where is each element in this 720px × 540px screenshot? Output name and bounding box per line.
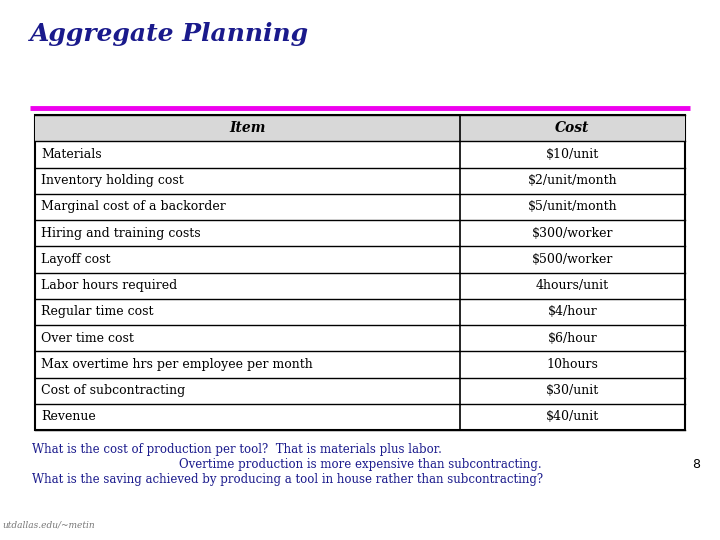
Text: Cost of subcontracting: Cost of subcontracting: [41, 384, 185, 397]
Text: Aggregate Planning: Aggregate Planning: [30, 22, 309, 46]
Text: Regular time cost: Regular time cost: [41, 306, 153, 319]
Text: Marginal cost of a backorder: Marginal cost of a backorder: [41, 200, 226, 213]
Text: $300/worker: $300/worker: [532, 227, 613, 240]
Text: 8: 8: [692, 458, 700, 471]
Text: What is the saving achieved by producing a tool in house rather than subcontract: What is the saving achieved by producing…: [32, 473, 543, 486]
Text: Item: Item: [229, 121, 266, 135]
Text: $5/unit/month: $5/unit/month: [528, 200, 617, 213]
Text: Overtime production is more expensive than subcontracting.: Overtime production is more expensive th…: [179, 458, 541, 471]
Text: Inventory holding cost: Inventory holding cost: [41, 174, 184, 187]
Text: Cost: Cost: [555, 121, 590, 135]
Text: $2/unit/month: $2/unit/month: [528, 174, 617, 187]
Text: $500/worker: $500/worker: [532, 253, 613, 266]
Text: utdallas.edu/~metin: utdallas.edu/~metin: [2, 521, 94, 530]
Text: Materials: Materials: [41, 148, 102, 161]
Text: What is the cost of production per tool?  That is materials plus labor.: What is the cost of production per tool?…: [32, 443, 442, 456]
Text: Layoff cost: Layoff cost: [41, 253, 110, 266]
Text: Over time cost: Over time cost: [41, 332, 134, 345]
Text: $6/hour: $6/hour: [548, 332, 598, 345]
Text: $30/unit: $30/unit: [546, 384, 599, 397]
Text: Revenue: Revenue: [41, 410, 96, 423]
Text: 10hours: 10hours: [546, 358, 598, 371]
Bar: [35, 115, 685, 141]
Text: $40/unit: $40/unit: [546, 410, 599, 423]
Text: Labor hours required: Labor hours required: [41, 279, 177, 292]
Text: Hiring and training costs: Hiring and training costs: [41, 227, 201, 240]
Bar: [35, 115, 685, 430]
Text: 4hours/unit: 4hours/unit: [536, 279, 609, 292]
Text: $10/unit: $10/unit: [546, 148, 599, 161]
Text: Max overtime hrs per employee per month: Max overtime hrs per employee per month: [41, 358, 312, 371]
Text: $4/hour: $4/hour: [548, 306, 598, 319]
